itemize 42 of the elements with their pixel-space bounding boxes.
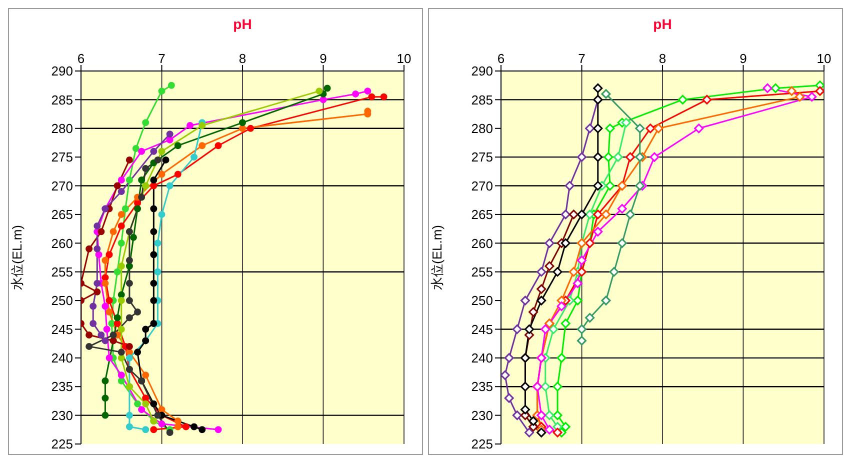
y-tick-label: 255 bbox=[51, 264, 73, 280]
x-axis-title: pH bbox=[653, 16, 672, 32]
x-tick-label: 8 bbox=[238, 51, 246, 66]
y-tick-label: 230 bbox=[471, 408, 493, 423]
y-tick-label: 260 bbox=[51, 236, 73, 251]
x-tick-label: 7 bbox=[578, 51, 586, 66]
y-tick-label: 245 bbox=[471, 322, 493, 337]
y-tick-label: 270 bbox=[51, 178, 73, 194]
y-tick-label: 235 bbox=[471, 379, 493, 394]
y-tick-label: 290 bbox=[471, 64, 493, 79]
x-tick-label: 10 bbox=[816, 51, 832, 66]
y-tick-label: 240 bbox=[471, 350, 493, 366]
y-tick-label: 230 bbox=[51, 408, 73, 423]
x-tick-label: 9 bbox=[320, 51, 327, 66]
y-tick-label: 285 bbox=[471, 92, 493, 108]
y-tick-label: 280 bbox=[471, 121, 493, 136]
y-tick-label: 280 bbox=[51, 121, 73, 136]
y-tick-label: 290 bbox=[51, 64, 73, 79]
x-tick-label: 9 bbox=[740, 51, 747, 66]
y-tick-label: 265 bbox=[51, 207, 73, 222]
x-tick-label: 10 bbox=[396, 51, 412, 66]
y-tick-label: 245 bbox=[51, 322, 73, 337]
x-tick-label: 7 bbox=[158, 51, 166, 66]
x-axis-title: pH bbox=[233, 16, 252, 32]
y-axis-title: 水位(EL.m) bbox=[10, 225, 25, 290]
y-tick-label: 240 bbox=[51, 350, 73, 366]
y-tick-label: 275 bbox=[51, 150, 73, 165]
x-tick-label: 6 bbox=[77, 51, 85, 66]
y-tick-label: 265 bbox=[471, 207, 493, 222]
y-tick-label: 270 bbox=[471, 178, 493, 194]
y-tick-label: 250 bbox=[51, 293, 73, 308]
y-axis-title: 水位(EL.m) bbox=[430, 225, 445, 290]
y-tick-label: 255 bbox=[471, 264, 493, 280]
x-tick-label: 6 bbox=[497, 51, 505, 66]
y-tick-label: 250 bbox=[471, 293, 493, 308]
y-tick-label: 225 bbox=[51, 436, 73, 452]
y-tick-label: 225 bbox=[471, 436, 493, 452]
y-tick-label: 260 bbox=[471, 236, 493, 251]
x-tick-label: 8 bbox=[658, 51, 666, 66]
y-tick-label: 285 bbox=[51, 92, 73, 108]
y-tick-label: 235 bbox=[51, 379, 73, 394]
y-tick-label: 275 bbox=[471, 150, 493, 165]
